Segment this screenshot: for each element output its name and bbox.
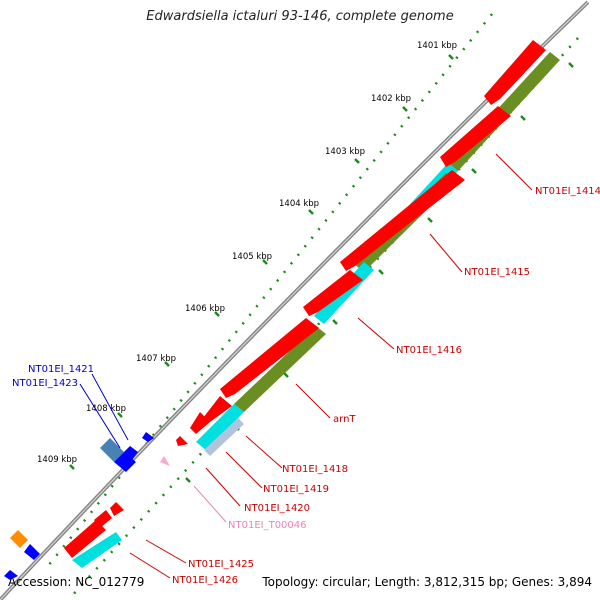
gene-label[interactable]: NT01EI_1423 <box>12 378 78 389</box>
tick-label: 1408 kbp <box>86 404 126 414</box>
gene-label[interactable]: NT01EI_1415 <box>464 267 530 278</box>
cds-arrow[interactable] <box>303 270 363 316</box>
gene-labels: NT01EI_1414 NT01EI_1415 NT01EI_1416 arnT… <box>172 186 600 586</box>
gene-label[interactable]: NT01EI_1421 <box>28 364 94 375</box>
cds-arrow[interactable] <box>440 106 511 167</box>
cds-arrow[interactable] <box>340 170 465 271</box>
leader-line-1423 <box>79 383 121 449</box>
tick-label: 1401 kbp <box>417 41 457 51</box>
cds-arrows <box>64 40 546 558</box>
tick-label: 1406 kbp <box>185 304 225 314</box>
leader-lines <box>129 153 533 579</box>
accession-label: Accession: NC_012779 <box>8 575 145 589</box>
outer-strand-genes <box>4 432 154 580</box>
gene-label[interactable]: NT01EI_1419 <box>263 484 329 495</box>
major-tick <box>520 115 526 121</box>
tick-label: 1402 kbp <box>371 94 411 104</box>
major-tick <box>448 54 454 60</box>
major-tick <box>164 361 170 367</box>
cds-arrow-small[interactable] <box>94 510 112 528</box>
tick-label: 1404 kbp <box>279 199 319 209</box>
gene-orange[interactable] <box>10 530 28 548</box>
major-tick <box>402 106 408 112</box>
trna-arrow[interactable] <box>160 456 170 466</box>
genome-summary: Topology: circular; Length: 3,812,315 bp… <box>262 575 592 589</box>
major-tick <box>283 372 289 378</box>
gene-label[interactable]: NT01EI_1420 <box>244 503 310 514</box>
tick-label: 1403 kbp <box>325 147 365 157</box>
major-tick <box>214 311 220 317</box>
leader-line <box>245 435 283 469</box>
gene-small-blue[interactable] <box>124 446 138 460</box>
major-tick <box>354 158 360 164</box>
tick-label: 1405 kbp <box>232 252 272 262</box>
cds-arrow[interactable] <box>220 318 319 398</box>
major-tick <box>308 209 314 215</box>
leader-line <box>129 552 171 579</box>
leader-line <box>225 451 263 489</box>
gene-label[interactable]: NT01EI_1418 <box>282 464 348 475</box>
map-title: Edwardsiella ictaluri 93-146, complete g… <box>146 9 454 24</box>
leader-line <box>205 467 241 507</box>
major-ticks <box>69 54 454 470</box>
leader-line <box>429 233 463 273</box>
major-tick <box>378 269 384 275</box>
gene-label[interactable]: NT01EI_1426 <box>172 575 238 586</box>
gene-nt01ei-1421[interactable] <box>100 438 124 462</box>
gene-bar-nt01ei-1426[interactable] <box>72 532 122 568</box>
tick-label: 1409 kbp <box>37 455 77 465</box>
cds-arrow[interactable] <box>203 396 232 422</box>
inner-major-ticks <box>185 62 574 483</box>
gene-bar-arnt[interactable] <box>234 326 326 412</box>
gene-bar-nt01ei-1419[interactable] <box>204 418 244 456</box>
cds-arrow-small[interactable] <box>176 436 188 446</box>
major-tick <box>117 412 123 418</box>
major-tick <box>332 319 338 325</box>
tick-label: 1407 kbp <box>136 354 176 364</box>
gene-label[interactable]: NT01EI_1416 <box>396 345 462 356</box>
leader-line-trna <box>193 485 227 523</box>
gene-bar-nt01ei-1418[interactable] <box>196 404 244 450</box>
leader-line <box>295 383 331 419</box>
gene-small-blue[interactable] <box>4 570 18 580</box>
gene-label-trna[interactable]: NT01EI_T00046 <box>228 520 307 531</box>
leader-line <box>357 317 395 350</box>
leader-line <box>495 153 533 191</box>
major-tick <box>471 168 477 174</box>
gene-nt01ei-1423[interactable] <box>114 452 136 472</box>
cds-arrow[interactable] <box>190 412 210 434</box>
leader-line <box>145 539 187 564</box>
gene-label[interactable]: NT01EI_1414 <box>535 186 600 197</box>
cds-arrow[interactable] <box>64 520 106 558</box>
outer-gene-labels: NT01EI_1421 NT01EI_1423 <box>12 364 94 389</box>
gene-label[interactable]: NT01EI_1425 <box>188 559 254 570</box>
major-tick <box>69 464 75 470</box>
major-tick <box>427 217 433 223</box>
cds-arrow[interactable] <box>484 40 546 105</box>
cds-arrow-small[interactable] <box>110 502 124 516</box>
major-tick <box>568 62 574 68</box>
gene-small-blue[interactable] <box>24 544 40 560</box>
gene-small-blue[interactable] <box>142 432 154 442</box>
major-tick <box>262 259 268 265</box>
major-tick <box>185 477 191 483</box>
leader-line-1421 <box>91 373 129 441</box>
tick-labels: 1401 kbp 1402 kbp 1403 kbp 1404 kbp 1405… <box>37 41 457 465</box>
gene-label[interactable]: arnT <box>333 414 356 425</box>
